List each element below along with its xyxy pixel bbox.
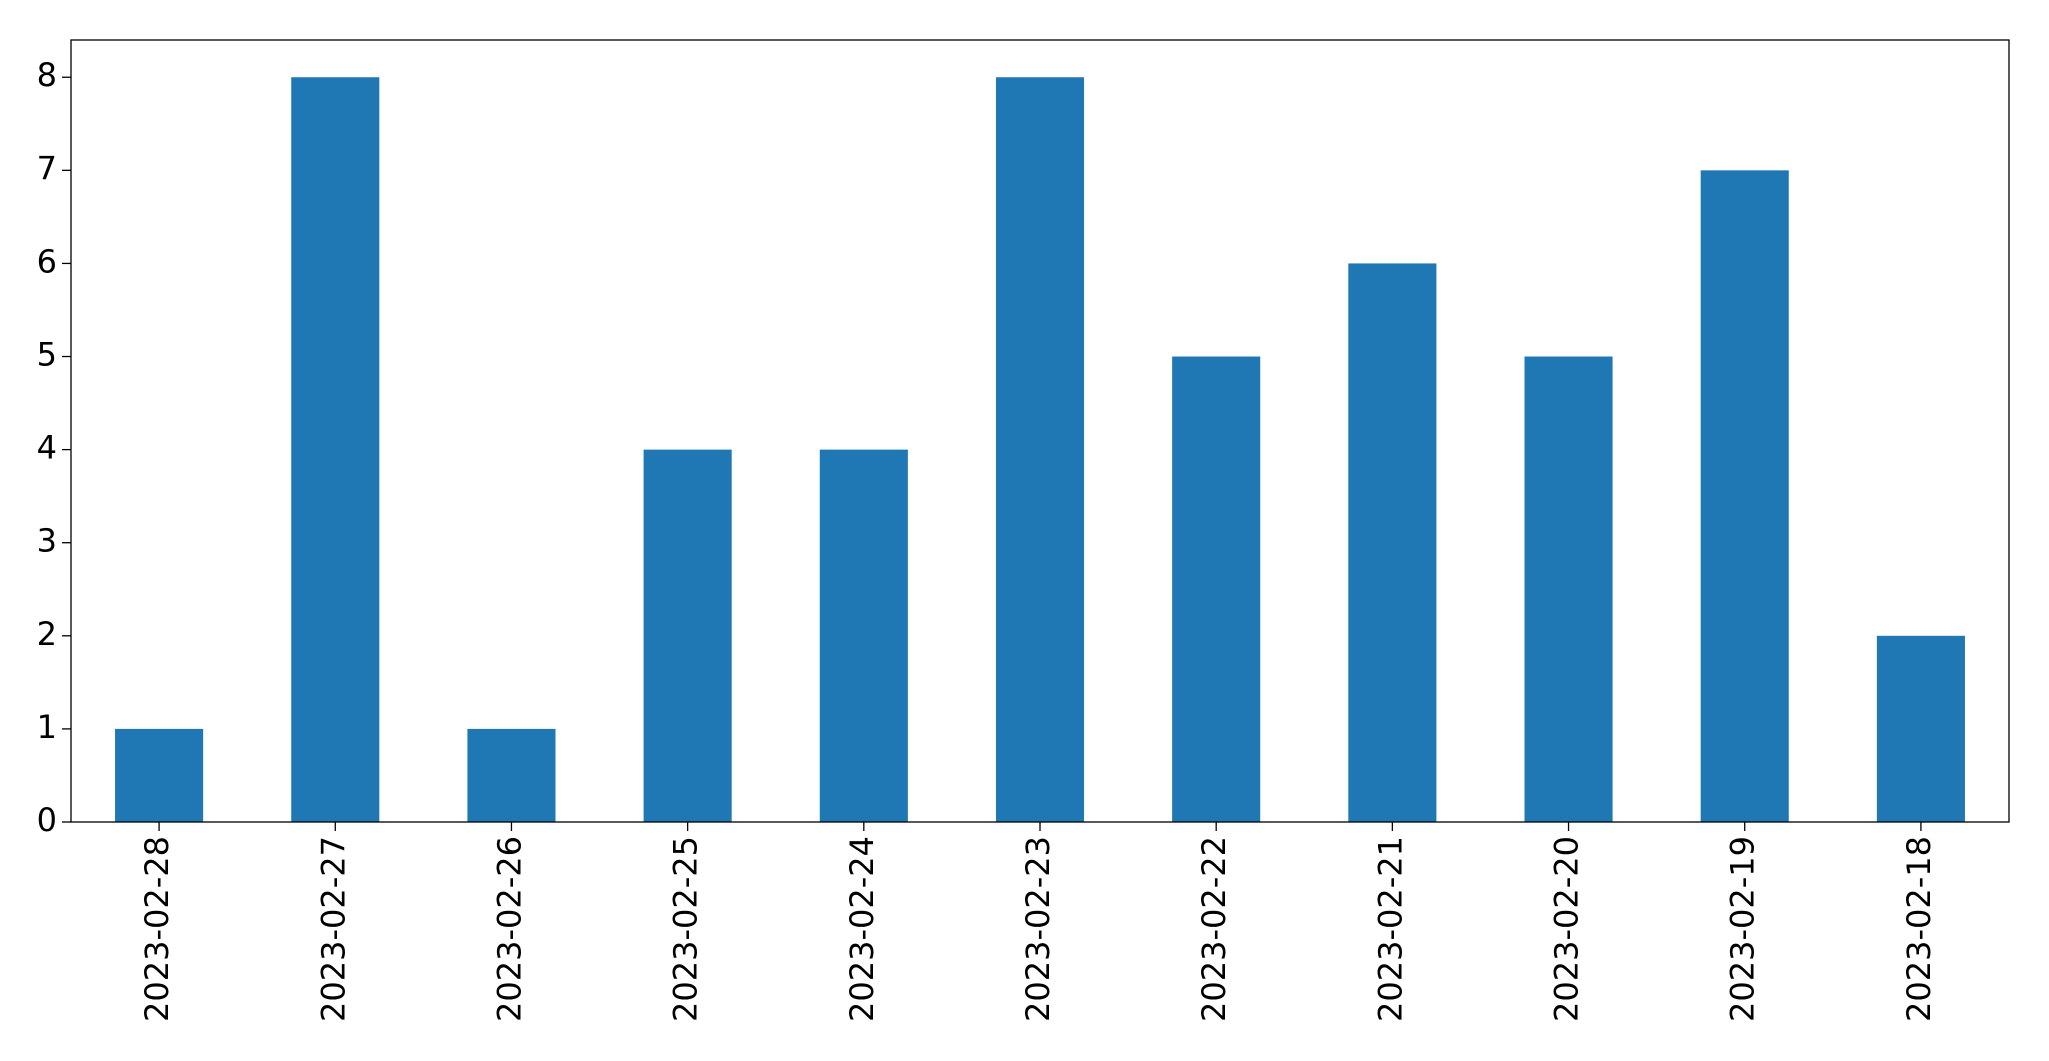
x-tick-label: 2023-02-28 bbox=[138, 836, 176, 1022]
y-tick-label: 1 bbox=[37, 708, 57, 746]
plot-frame bbox=[70, 39, 2010, 823]
y-tick-label: 0 bbox=[37, 801, 57, 839]
y-tick-label: 4 bbox=[37, 429, 57, 467]
bar bbox=[995, 77, 1085, 822]
bar bbox=[1348, 263, 1437, 822]
x-tick-label: 2023-02-27 bbox=[314, 836, 352, 1022]
bar bbox=[115, 728, 204, 822]
x-tick-label: 2023-02-23 bbox=[1019, 836, 1057, 1022]
bar bbox=[1876, 635, 1965, 822]
bar bbox=[1700, 170, 1789, 823]
x-tick-label: 2023-02-20 bbox=[1548, 836, 1586, 1022]
y-tick-label: 3 bbox=[37, 522, 57, 560]
bar bbox=[291, 77, 380, 822]
bar bbox=[819, 449, 908, 822]
y-tick-label: 2 bbox=[37, 615, 57, 653]
x-tick-label: 2023-02-22 bbox=[1195, 836, 1233, 1022]
y-tick-label: 8 bbox=[37, 56, 57, 94]
x-tick-label: 2023-02-25 bbox=[667, 836, 705, 1022]
x-tick-label: 2023-02-26 bbox=[490, 836, 528, 1022]
y-tick-label: 5 bbox=[37, 336, 57, 374]
y-tick-label: 6 bbox=[37, 242, 57, 280]
bar bbox=[1172, 356, 1261, 822]
x-tick-label: 2023-02-21 bbox=[1371, 836, 1409, 1022]
x-tick-label: 2023-02-24 bbox=[843, 836, 881, 1022]
bar bbox=[1524, 356, 1613, 822]
y-tick-label: 7 bbox=[37, 149, 57, 187]
x-tick-label: 2023-02-19 bbox=[1724, 836, 1762, 1022]
x-tick-label: 2023-02-18 bbox=[1900, 836, 1938, 1022]
bar bbox=[467, 728, 556, 822]
bar bbox=[643, 449, 732, 822]
